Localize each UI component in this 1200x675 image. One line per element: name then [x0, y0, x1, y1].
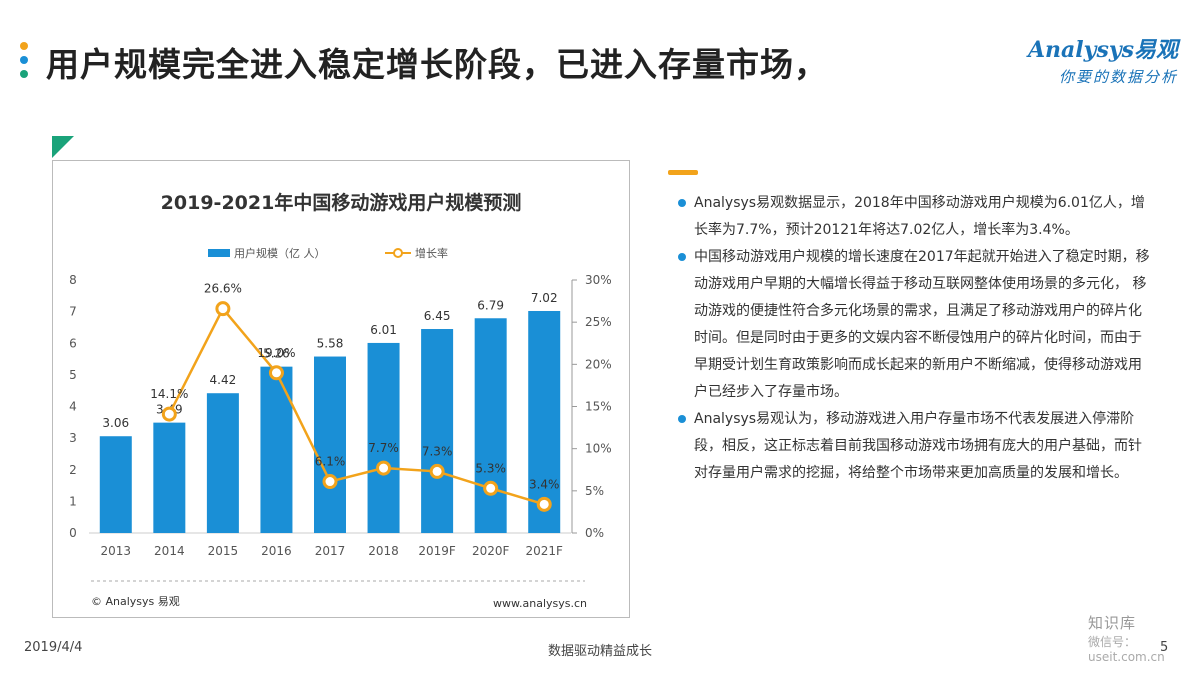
- accent-bar: [668, 170, 698, 175]
- growth-point-2020F: [483, 480, 499, 496]
- growth-point-2016: [268, 365, 284, 381]
- x-tick-2021F: 2021F: [525, 544, 563, 558]
- growth-label-2016: 19.0%: [257, 346, 295, 360]
- bar-label-2019F: 6.45: [424, 309, 451, 323]
- left-axis-tick: 4: [69, 400, 77, 414]
- growth-point-2021F: [536, 496, 552, 512]
- logo-slogan: 你要的数据分析: [1058, 68, 1178, 86]
- title-dot-blue: [20, 56, 28, 64]
- legend-bar-swatch: [208, 249, 230, 257]
- footer-date: 2019/4/4: [24, 640, 83, 655]
- footer-slogan: 数据驱动精益成长: [547, 644, 652, 659]
- growth-label-2017: 6.1%: [315, 455, 346, 469]
- x-tick-2018: 2018: [368, 544, 399, 558]
- x-tick-2020F: 2020F: [472, 544, 510, 558]
- right-axis-tick: 15%: [585, 400, 612, 414]
- left-axis-tick: 1: [69, 494, 77, 508]
- right-axis-tick: 5%: [585, 484, 604, 498]
- analysys-logo: Analysys易观 你要的数据分析: [1018, 32, 1178, 87]
- bullet-item-3: Analysys易观认为，移动游戏进入用户存量市场不代表发展进入停滞阶段，相反，…: [676, 406, 1154, 487]
- growth-point-2017: [322, 474, 338, 490]
- bar-label-2020F: 6.79: [477, 298, 504, 312]
- bar-label-2018: 6.01: [370, 323, 397, 337]
- left-axis-tick: 2: [69, 463, 77, 477]
- growth-label-2020F: 5.3%: [475, 461, 506, 475]
- left-axis-tick: 3: [69, 431, 77, 445]
- growth-rate-line: [168, 306, 545, 506]
- bar-2021F: [528, 310, 561, 533]
- bullet-list: Analysys易观数据显示，2018年中国移动游戏用户规模为6.01亿人，增长…: [676, 190, 1154, 487]
- x-tick-2013: 2013: [101, 544, 132, 558]
- bar-2019F: [421, 329, 454, 533]
- bar-2013: [99, 436, 132, 533]
- left-axis-tick: 0: [69, 526, 77, 540]
- legend-line-label: 增长率: [415, 246, 448, 260]
- growth-label-2015: 26.6%: [204, 282, 242, 296]
- title-dot-orange: [20, 42, 28, 50]
- bar-2018: [367, 342, 400, 533]
- growth-point-2019F: [429, 463, 445, 479]
- watermark-subtitle: 微信号：useit.com.cn: [1088, 635, 1165, 664]
- right-axis-tick: 25%: [585, 315, 612, 329]
- bullet-item-2: 中国移动游戏用户规模的增长速度在2017年起就开始进入了稳定时期，移动游戏用户早…: [676, 244, 1154, 406]
- growth-point-2014: [161, 406, 177, 422]
- right-axis-tick: 0%: [585, 526, 604, 540]
- bar-2014: [153, 422, 186, 533]
- bar-label-2021F: 7.02: [531, 291, 558, 305]
- bar-2015: [206, 393, 239, 533]
- source-right: www.analysys.cn: [493, 597, 587, 610]
- title-dots: [20, 42, 28, 84]
- growth-label-2018: 7.7%: [368, 441, 399, 455]
- bullet-item-1: Analysys易观数据显示，2018年中国移动游戏用户规模为6.01亿人，增长…: [676, 190, 1154, 244]
- x-tick-2016: 2016: [261, 544, 292, 558]
- bar-label-2015: 4.42: [210, 373, 237, 387]
- chart-title: 2019-2021年中国移动游戏用户规模预测: [161, 191, 522, 214]
- x-tick-2019F: 2019F: [418, 544, 456, 558]
- left-axis-tick: 5: [69, 368, 77, 382]
- logo-main-text: Analysys易观: [1027, 37, 1178, 63]
- x-tick-2017: 2017: [315, 544, 346, 558]
- legend-bar-label: 用户规模（亿 人）: [234, 246, 326, 260]
- growth-label-2014: 14.1%: [150, 387, 188, 401]
- growth-point-2018: [376, 460, 392, 476]
- left-axis-tick: 7: [69, 305, 77, 319]
- right-axis-tick: 30%: [585, 273, 612, 287]
- growth-label-2019F: 7.3%: [422, 444, 453, 458]
- chart-panel: 2019-2021年中国移动游戏用户规模预测用户规模（亿 人） 增长率 0 1 2 3 4 5…: [52, 160, 630, 618]
- bar-2017: [314, 356, 346, 533]
- bar-label-2013: 3.06: [102, 416, 129, 430]
- growth-label-2021F: 3.4%: [529, 477, 560, 491]
- bar-label-2017: 5.58: [317, 337, 344, 351]
- legend-line-marker: [393, 248, 403, 258]
- wechat-watermark: 知识库 微信号：useit.com.cn: [1088, 612, 1196, 664]
- left-axis-tick: 8: [69, 273, 77, 287]
- page-title: 用户规模完全进入稳定增长阶段，已进入存量市场，: [46, 45, 828, 84]
- growth-point-2015: [215, 301, 231, 317]
- x-tick-2015: 2015: [208, 544, 239, 558]
- left-axis-tick: 6: [69, 336, 77, 350]
- title-dot-green: [20, 70, 28, 78]
- bar-label-2016: 5.26: [263, 347, 290, 361]
- x-tick-2014: 2014: [154, 544, 185, 558]
- corner-triangle: [52, 136, 74, 158]
- bar-2020F: [474, 318, 507, 533]
- bar-2016: [260, 366, 293, 533]
- right-axis-tick: 20%: [585, 357, 612, 371]
- page-number: 5: [1160, 640, 1169, 655]
- right-axis-tick: 10%: [585, 442, 612, 456]
- source-left: © Analysys 易观: [91, 595, 180, 608]
- watermark-title: 知识库: [1088, 614, 1137, 632]
